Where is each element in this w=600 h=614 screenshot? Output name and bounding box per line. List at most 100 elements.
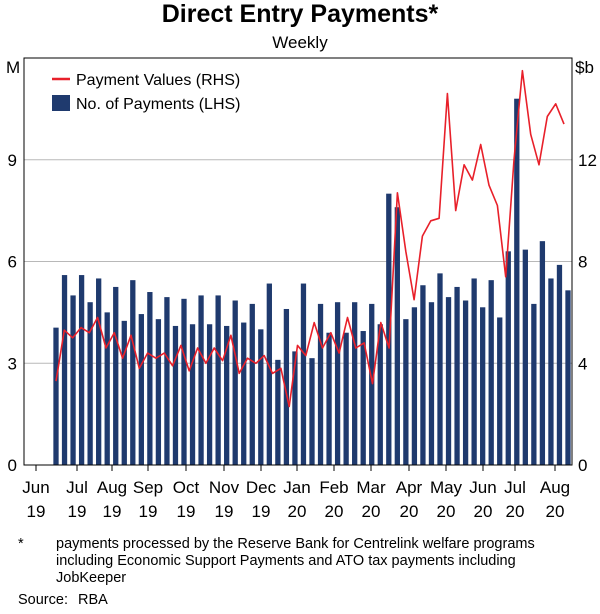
bar xyxy=(386,193,392,465)
x-tick-month: Jul xyxy=(66,478,88,497)
x-tick-month: Jan xyxy=(283,478,310,497)
x-tick-month: Oct xyxy=(173,478,200,497)
bar xyxy=(556,264,563,465)
bar xyxy=(215,295,221,465)
bar xyxy=(352,302,358,465)
bar xyxy=(206,324,213,465)
x-tick-year: 20 xyxy=(546,502,565,521)
bar xyxy=(334,302,341,465)
bar xyxy=(275,359,281,465)
bar xyxy=(113,286,119,465)
footnote-mark: * xyxy=(18,536,24,552)
bar xyxy=(164,297,170,465)
x-tick-month: Dec xyxy=(246,478,277,497)
bar xyxy=(147,292,153,465)
bar xyxy=(360,331,366,465)
source: Source: RBA xyxy=(18,592,108,608)
bar xyxy=(420,285,426,465)
bar xyxy=(411,307,418,465)
footnote-text: payments processed by the Reserve Bank f… xyxy=(56,536,535,586)
bar xyxy=(548,278,554,465)
plot-border xyxy=(23,57,573,466)
x-tick-year: 19 xyxy=(27,502,46,521)
source-value: RBA xyxy=(77,592,108,608)
chart: Direct Entry Payments* Weekly 0 3 6 9 0 4 8 12… xyxy=(6,0,597,521)
bar xyxy=(104,312,110,465)
bar xyxy=(343,332,349,465)
bar xyxy=(224,325,230,465)
chart-title: Direct Entry Payments* xyxy=(162,0,439,28)
bar xyxy=(531,303,537,465)
x-tick-month: Feb xyxy=(319,478,348,497)
bar xyxy=(61,275,68,465)
right-axis-unit: $b xyxy=(575,58,594,77)
bar xyxy=(232,300,238,465)
left-axis-unit: M xyxy=(6,58,20,77)
bar xyxy=(369,303,375,465)
chart-subtitle: Weekly xyxy=(272,33,328,52)
bar xyxy=(53,327,59,465)
legend-label-number-of-payments: No. of Payments (LHS) xyxy=(76,96,241,113)
x-tick-year: 19 xyxy=(103,502,122,521)
x-tick-year: 19 xyxy=(215,502,234,521)
bar xyxy=(266,283,272,465)
bar xyxy=(428,302,435,465)
bar xyxy=(497,317,503,465)
x-tick-year: 20 xyxy=(288,502,307,521)
bar xyxy=(514,98,520,465)
x-tick-year: 19 xyxy=(139,502,158,521)
legend: Payment Values (RHS) No. of Payments (LH… xyxy=(52,72,241,113)
payment-values-line xyxy=(55,69,565,408)
bar xyxy=(488,280,494,465)
bar xyxy=(121,320,127,465)
x-tick-year: 20 xyxy=(400,502,419,521)
bar xyxy=(309,358,315,465)
legend-bar-swatch xyxy=(52,95,70,111)
bar xyxy=(300,283,307,465)
x-tick-month: Jun xyxy=(469,478,496,497)
plot-frame xyxy=(23,57,573,466)
bar-series xyxy=(53,98,571,465)
right-tick-label: 8 xyxy=(578,253,587,272)
x-tick-year: 20 xyxy=(474,502,493,521)
left-tick-label: 3 xyxy=(8,354,17,373)
left-tick-label: 6 xyxy=(8,253,17,272)
bar xyxy=(181,298,187,465)
bar xyxy=(317,303,324,465)
right-tick-label: 0 xyxy=(578,456,587,475)
bar xyxy=(249,303,255,465)
bar xyxy=(454,286,460,465)
bar xyxy=(155,319,162,465)
bar xyxy=(565,290,571,465)
x-tick-month: Aug xyxy=(540,478,570,497)
bar xyxy=(403,319,409,465)
bar xyxy=(283,308,290,465)
bar xyxy=(189,324,196,465)
bar xyxy=(78,275,85,465)
x-tick-month: Jul xyxy=(504,478,526,497)
x-tick-month: Aug xyxy=(97,478,127,497)
bar xyxy=(377,324,383,465)
bar xyxy=(241,322,247,465)
x-tick-year: 19 xyxy=(177,502,196,521)
left-tick-label: 0 xyxy=(8,456,17,475)
right-axis-ticks: 0 4 8 12 xyxy=(578,151,597,475)
x-tick-year: 20 xyxy=(325,502,344,521)
bar xyxy=(394,207,400,465)
x-tick-year: 19 xyxy=(68,502,87,521)
bar xyxy=(462,300,469,465)
bar xyxy=(326,332,332,465)
x-tick-month: Mar xyxy=(356,478,386,497)
x-tick-month: Sep xyxy=(133,478,163,497)
x-tick-year: 19 xyxy=(252,502,271,521)
bar xyxy=(539,241,546,465)
x-tick-year: 20 xyxy=(437,502,456,521)
bar xyxy=(87,302,93,465)
bar xyxy=(292,351,298,465)
x-tick-year: 20 xyxy=(362,502,381,521)
bar xyxy=(480,307,486,465)
bar xyxy=(258,329,264,465)
bar xyxy=(522,249,528,465)
left-tick-label: 9 xyxy=(8,151,17,170)
x-tick-month: May xyxy=(430,478,463,497)
